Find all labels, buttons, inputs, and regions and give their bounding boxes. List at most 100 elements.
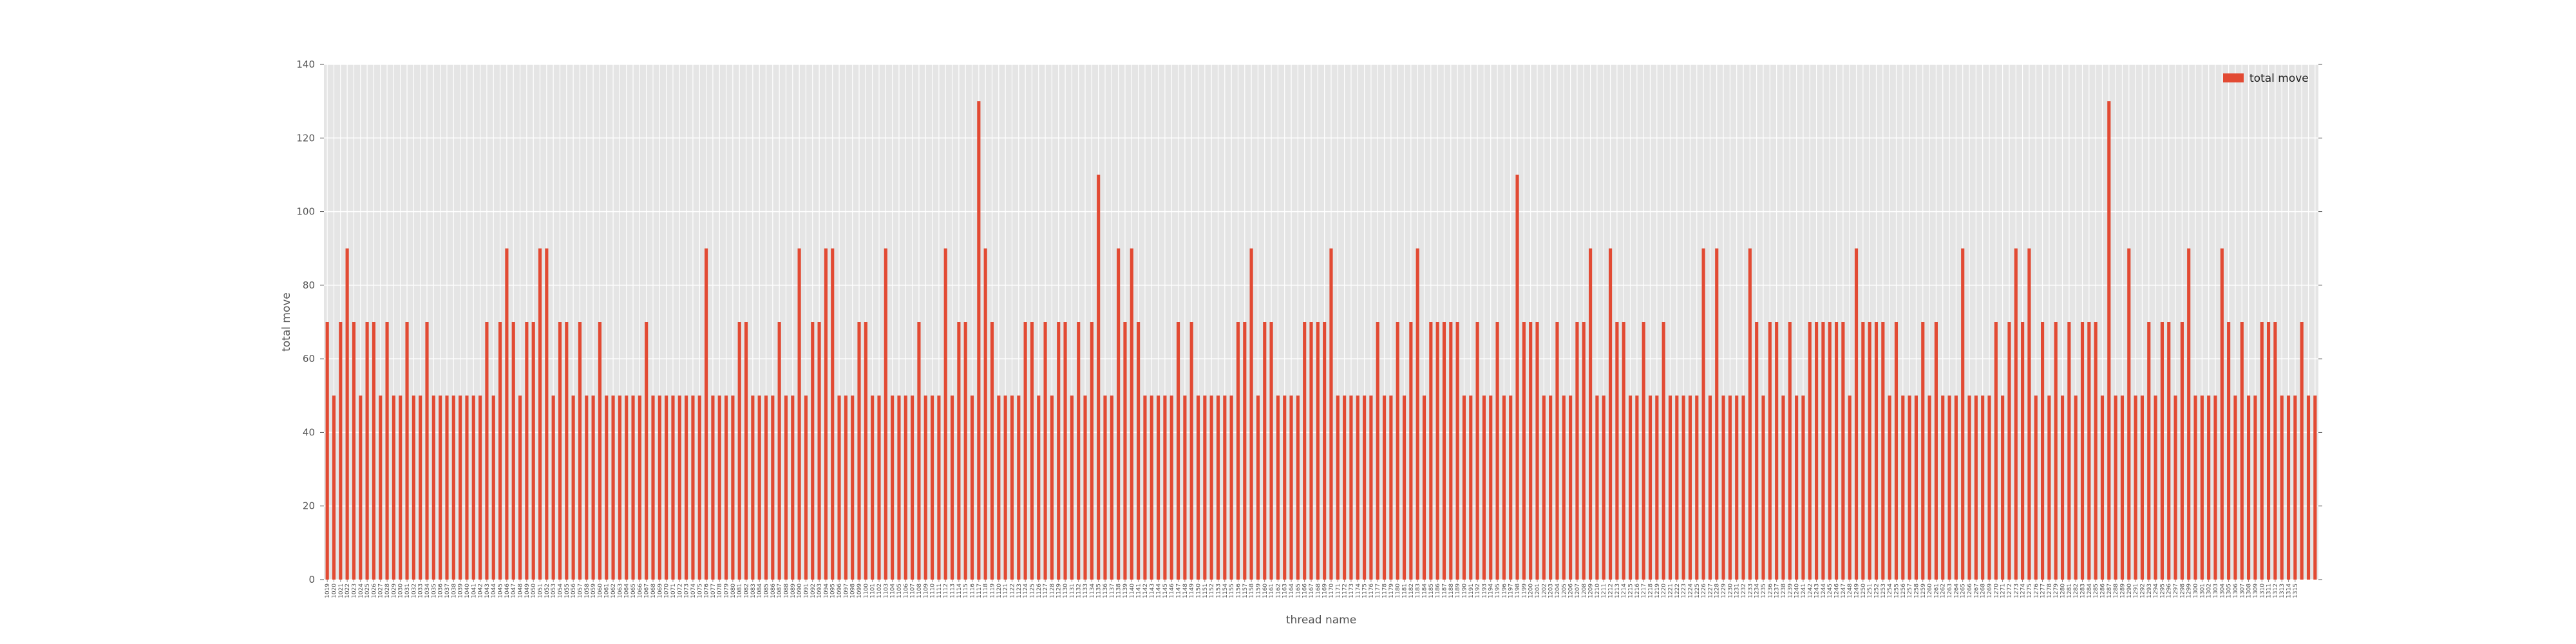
bar: [2313, 395, 2317, 580]
x-tick-label: 1109: [923, 583, 929, 598]
x-tick-label: 1030: [398, 583, 404, 598]
bar: [658, 395, 661, 580]
bar: [751, 395, 755, 580]
bar: [2154, 395, 2157, 580]
bar: [1409, 322, 1413, 580]
bar: [365, 322, 369, 580]
bar: [352, 322, 356, 580]
x-tick-label: 1162: [1275, 583, 1282, 598]
x-tick-label: 1163: [1282, 583, 1289, 598]
bar: [1569, 395, 1573, 580]
x-tick-label: 1191: [1468, 583, 1475, 598]
bar: [2233, 395, 2237, 580]
x-tick-label: 1081: [737, 583, 743, 598]
legend: total move: [2223, 72, 2309, 85]
bar: [1535, 322, 1539, 580]
x-tick-label: 1129: [1056, 583, 1063, 598]
x-tick-label: 1097: [843, 583, 849, 598]
x-tick-label: 1106: [903, 583, 909, 598]
x-tick-label: 1236: [1767, 583, 1774, 598]
bar: [1542, 395, 1546, 580]
x-tick-label: 1294: [2153, 583, 2159, 598]
x-tick-label: 1183: [1415, 583, 1421, 598]
bar: [2087, 322, 2091, 580]
bar: [1555, 322, 1559, 580]
bar: [1602, 395, 1605, 580]
bar: [1455, 322, 1459, 580]
x-tick-label: 1070: [664, 583, 670, 598]
x-tick-label: 1039: [458, 583, 464, 598]
bar: [2120, 395, 2125, 580]
x-tick-label: 1271: [2000, 583, 2007, 598]
x-tick-label: 1155: [1229, 583, 1235, 598]
x-tick-label: 1220: [1661, 583, 1667, 598]
x-tick-label: 1031: [404, 583, 411, 598]
x-tick-label: 1262: [1940, 583, 1947, 598]
x-tick-label: 1257: [1907, 583, 1913, 598]
bar: [1894, 322, 1899, 580]
bar: [1037, 395, 1041, 580]
x-tick-label: 1275: [2027, 583, 2033, 598]
x-tick-label: 1263: [1947, 583, 1953, 598]
bar: [897, 395, 901, 580]
bar: [1515, 175, 1519, 580]
x-tick-label: 1264: [1953, 583, 1960, 598]
x-tick-label: 1033: [418, 583, 424, 598]
x-tick-label: 1053: [551, 583, 557, 598]
bar: [392, 395, 395, 580]
x-tick-label: 1037: [444, 583, 451, 598]
bar: [1249, 248, 1253, 580]
x-tick-label: 1029: [391, 583, 397, 598]
bar: [1263, 322, 1267, 580]
x-tick-label: 1115: [963, 583, 969, 598]
bar: [439, 395, 442, 580]
x-tick-label: 1278: [2047, 583, 2053, 598]
x-tick-label: 1093: [817, 583, 823, 598]
x-tick-label: 1304: [2219, 583, 2226, 598]
x-tick-label: 1244: [1821, 583, 1827, 598]
bar: [950, 395, 954, 580]
x-tick-label: 1253: [1880, 583, 1887, 598]
bar: [1655, 395, 1659, 580]
bar: [1462, 395, 1466, 580]
bar: [625, 395, 629, 580]
x-tick-label: 1195: [1495, 583, 1501, 598]
bar: [551, 395, 555, 580]
bar: [804, 395, 808, 580]
bar: [2193, 395, 2197, 580]
x-tick-label: 1315: [2293, 583, 2299, 598]
bar: [525, 322, 529, 580]
x-tick-label: 1274: [2020, 583, 2027, 598]
bar: [505, 248, 509, 580]
x-tick-label: 1177: [1375, 583, 1381, 598]
bar: [685, 395, 688, 580]
x-tick-label: 1314: [2286, 583, 2293, 598]
bar: [1868, 322, 1871, 580]
bar: [1841, 322, 1845, 580]
x-tick-label: 1276: [2033, 583, 2040, 598]
x-tick-label: 1200: [1528, 583, 1535, 598]
bar: [1356, 395, 1359, 580]
bar: [1961, 248, 1965, 580]
bar: [764, 395, 768, 580]
bar: [2114, 395, 2117, 580]
x-tick-label: 1087: [777, 583, 783, 598]
x-tick-label: 1060: [597, 583, 603, 598]
x-tick-label: 1091: [803, 583, 810, 598]
x-tick-label: 1217: [1641, 583, 1647, 598]
x-tick-label: 1265: [1960, 583, 1967, 598]
x-tick-label: 1180: [1395, 583, 1401, 598]
x-tick-label: 1062: [611, 583, 617, 598]
x-tick-label: 1209: [1588, 583, 1595, 598]
bar: [1163, 395, 1167, 580]
x-tick-label: 1302: [2206, 583, 2213, 598]
bar: [1189, 322, 1193, 580]
x-tick-label: 1211: [1601, 583, 1607, 598]
bar: [1303, 322, 1307, 580]
bar: [1063, 322, 1067, 580]
bar: [2047, 395, 2051, 580]
x-tick-label: 1040: [464, 583, 471, 598]
x-tick-label: 1077: [710, 583, 717, 598]
x-tick-label: 1111: [936, 583, 943, 598]
